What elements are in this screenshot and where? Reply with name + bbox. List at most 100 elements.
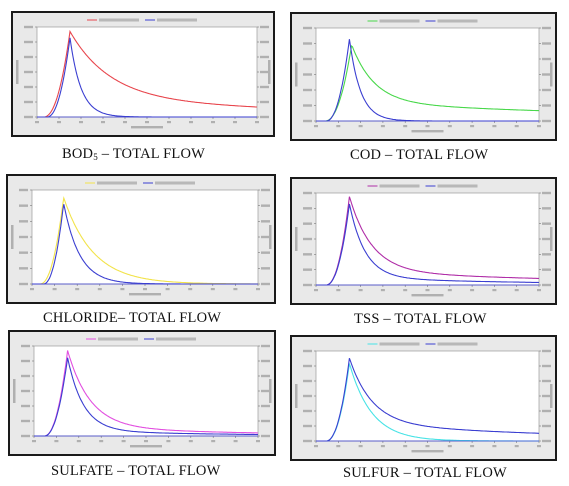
x-tick-label (336, 125, 341, 128)
y-tick-label (303, 268, 312, 271)
x-axis-title (411, 294, 444, 297)
x-tick-label (79, 121, 83, 124)
y-tick-label (303, 73, 312, 76)
y-tick-label (21, 419, 30, 423)
y-tick-label (24, 40, 33, 44)
chart-svg-bod5 (16, 18, 271, 129)
y2-tick-label (542, 207, 551, 210)
legend (85, 181, 195, 185)
series-line-1 (34, 357, 258, 437)
x-tick-label (380, 125, 385, 128)
x-tick-label (123, 121, 127, 124)
legend (367, 19, 478, 23)
y2-tick-label (542, 379, 551, 383)
y-tick-label (303, 349, 312, 353)
x-tick-label (492, 125, 497, 128)
y-tick-label (303, 237, 312, 241)
y-tick-label (24, 55, 33, 59)
y-tick-label (19, 251, 28, 254)
x-tick-label (76, 440, 81, 443)
legend (367, 184, 478, 188)
x-tick-label (99, 440, 104, 443)
x-tick-label (425, 125, 430, 128)
x-tick-label (537, 289, 541, 292)
x-tick-label (470, 445, 475, 448)
y-tick-label (24, 25, 33, 29)
x-tick-label (425, 289, 430, 292)
y-tick-label (21, 389, 30, 393)
y2-tick-label (261, 359, 270, 363)
x-tick-label (166, 440, 171, 443)
x-tick-label (470, 125, 475, 128)
x-tick-label (314, 289, 318, 292)
x-tick-label (514, 125, 519, 128)
chart-svg-sulfur (295, 342, 553, 453)
y2-tick-label (261, 188, 270, 192)
x-tick-label (256, 440, 260, 443)
y2-tick-label (542, 394, 551, 398)
x-axis-title (130, 445, 162, 448)
x-tick-label (336, 445, 341, 448)
chart-sulfur (290, 335, 557, 461)
chart-sulfate (8, 330, 276, 456)
plot-area (31, 189, 259, 285)
y2-tick-label (261, 235, 270, 239)
y2-tick-label (542, 26, 551, 30)
series-line-0 (316, 196, 539, 286)
caption-chloride: CHLORIDE– TOTAL FLOW (43, 310, 222, 326)
x-tick-label (358, 125, 363, 128)
x-axis-title (411, 450, 444, 453)
y-tick-label (303, 104, 312, 107)
y-tick-label (303, 42, 312, 45)
y2-tick-label (542, 222, 551, 225)
y2-tick-label (260, 55, 269, 59)
y2-tick-label (261, 220, 270, 223)
y-tick-label (24, 100, 33, 104)
x-tick-label (537, 445, 541, 448)
y2-tick-label (542, 268, 551, 271)
y2-tick-label (542, 73, 551, 76)
x-tick-label (57, 121, 61, 124)
x-tick-label (514, 289, 519, 292)
caption-sulfate: SULFATE – TOTAL FLOW (51, 463, 221, 479)
series-line-1 (316, 358, 539, 442)
x-tick-label (492, 289, 497, 292)
series-line-0 (316, 44, 540, 122)
x-tick-label (233, 121, 237, 124)
y-tick-label (303, 283, 312, 287)
x-tick-label (470, 289, 475, 292)
y-tick-label (19, 282, 28, 286)
y-tick-label (303, 57, 312, 61)
y2-tick-label (542, 104, 551, 107)
x-tick-label (211, 440, 216, 443)
caption-bod5: BOD5 – TOTAL FLOW (62, 146, 206, 162)
y-tick-label (303, 424, 312, 428)
y-tick-label (19, 235, 28, 239)
y-tick-label (21, 359, 30, 363)
x-tick-label (211, 121, 215, 124)
y2-tick-label (542, 364, 551, 368)
y2-tick-label (260, 115, 269, 119)
chart-svg-tss (295, 184, 553, 297)
x-tick-label (97, 288, 102, 291)
y2-tick-label (542, 119, 551, 123)
y2-tick-label (261, 282, 270, 286)
y2-tick-label (542, 88, 551, 92)
y2-tick-label (260, 70, 269, 74)
x-tick-label (537, 125, 541, 128)
y2-tick-label (542, 42, 551, 45)
plot-area (36, 26, 258, 118)
y2-tick-label (261, 374, 270, 378)
chart-svg-chloride (11, 181, 272, 296)
x-tick-label (447, 289, 452, 292)
y-tick-label (303, 207, 312, 210)
y-tick-label (303, 253, 312, 256)
x-tick-label (403, 289, 408, 292)
y2-tick-label (260, 85, 269, 89)
chart-svg-sulfate (13, 337, 272, 448)
y2-tick-label (260, 100, 269, 104)
y-tick-label (303, 88, 312, 92)
y2-tick-label (542, 409, 551, 413)
x-tick-label (403, 125, 408, 128)
x-tick-label (336, 289, 341, 292)
